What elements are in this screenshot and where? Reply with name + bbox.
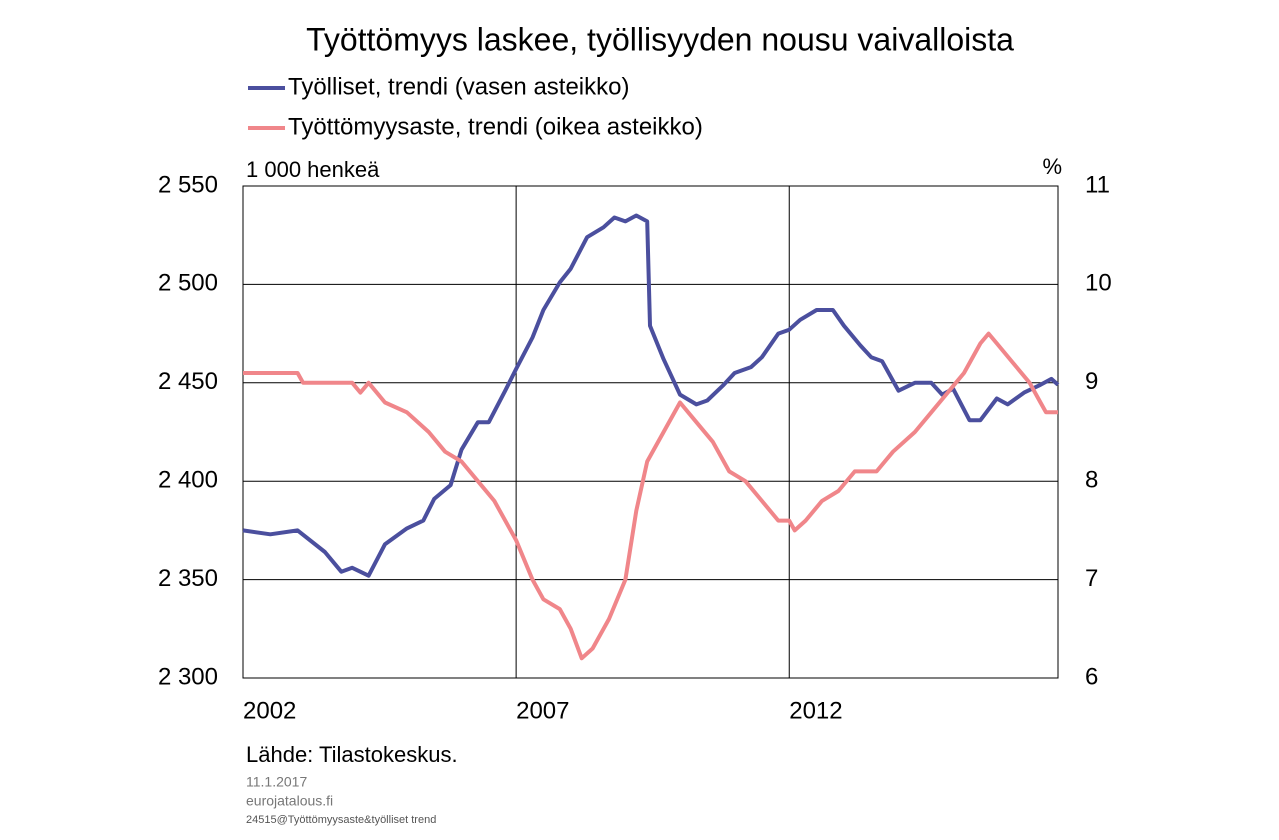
source: Lähde: Tilastokeskus. — [246, 742, 458, 767]
chart-title: Työttömyys laskee, työllisyyden nousu va… — [306, 21, 1014, 57]
y-tick-label: 2 500 — [158, 270, 218, 297]
x-tick-label: 2012 — [789, 697, 842, 724]
y2-axis-label: % — [1042, 154, 1062, 179]
x-tick-label: 2002 — [243, 697, 296, 724]
legend-label: Työlliset, trendi (vasen asteikko) — [288, 73, 629, 100]
y-tick-label: 2 450 — [158, 368, 218, 395]
y2-tick-label: 10 — [1085, 270, 1112, 297]
y2-tick-label: 8 — [1085, 467, 1098, 494]
date: 11.1.2017 — [246, 774, 307, 790]
y2-tick-label: 11 — [1085, 171, 1110, 198]
y-tick-label: 2 350 — [158, 565, 218, 592]
y2-tick-label: 7 — [1085, 565, 1098, 592]
y-tick-label: 2 300 — [158, 663, 218, 690]
y-axis-label: 1 000 henkeä — [246, 157, 380, 182]
site: eurojatalous.fi — [246, 793, 333, 809]
y-tick-label: 2 550 — [158, 171, 218, 198]
y2-tick-label: 6 — [1085, 663, 1098, 690]
series-line — [243, 331, 1058, 661]
series-line — [242, 213, 1060, 578]
y2-tick-label: 9 — [1085, 368, 1098, 395]
legend-label: Työttömyysaste, trendi (oikea asteikko) — [288, 113, 703, 140]
y-tick-label: 2 400 — [158, 467, 218, 494]
plot-frame — [242, 185, 1059, 679]
x-tick-label: 2007 — [516, 697, 569, 724]
file-id: 24515@Työttömyysaste&työlliset trend — [246, 814, 436, 826]
